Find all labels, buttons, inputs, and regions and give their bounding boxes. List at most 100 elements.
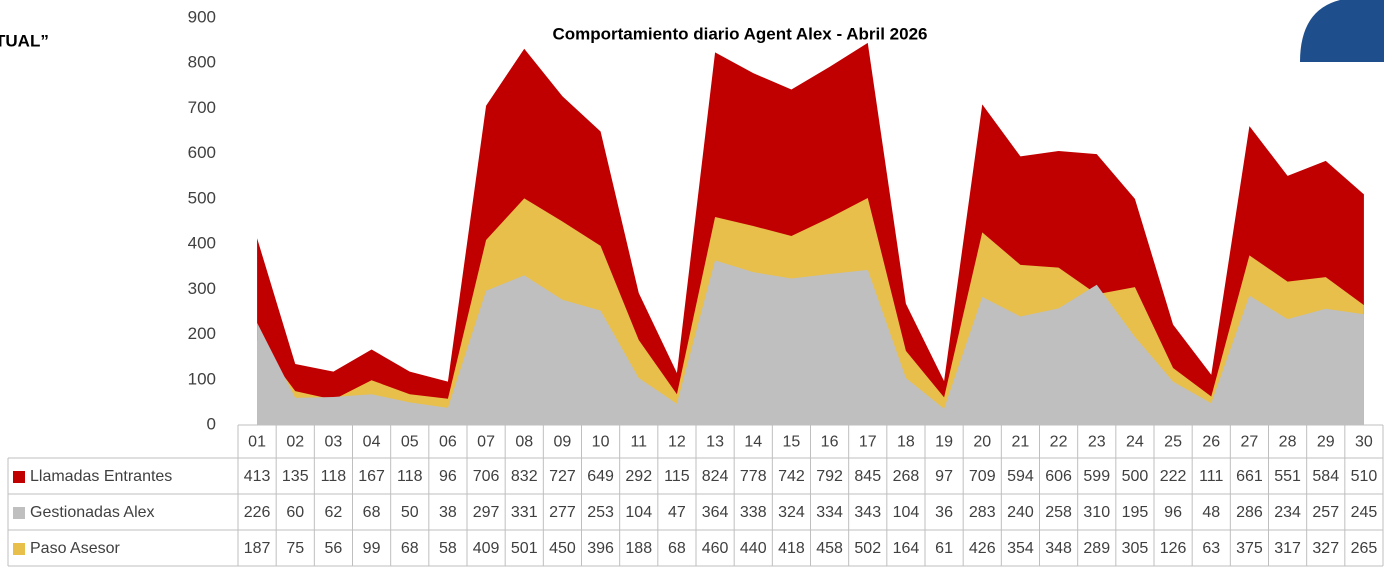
x-tick-label: 09 — [554, 434, 572, 451]
table-value: 706 — [473, 468, 500, 485]
table-value: 195 — [1122, 504, 1149, 521]
table-value: 187 — [244, 540, 271, 557]
table-value: 56 — [325, 540, 343, 557]
table-value: 234 — [1274, 504, 1301, 521]
table-value: 709 — [969, 468, 996, 485]
table-value: 599 — [1083, 468, 1110, 485]
table-value: 61 — [935, 540, 953, 557]
table-value: 742 — [778, 468, 805, 485]
legend-swatch — [13, 471, 25, 483]
table-value: 324 — [778, 504, 805, 521]
table-value: 268 — [893, 468, 920, 485]
y-tick-label: 400 — [188, 234, 216, 253]
table-value: 286 — [1236, 504, 1263, 521]
x-tick-label: 23 — [1088, 434, 1106, 451]
table-value: 99 — [363, 540, 381, 557]
x-tick-label: 01 — [248, 434, 266, 451]
legend-label: Paso Asesor — [30, 540, 121, 557]
table-value: 297 — [473, 504, 500, 521]
table-value: 450 — [549, 540, 576, 557]
table-value: 226 — [244, 504, 271, 521]
x-tick-label: 18 — [897, 434, 915, 451]
table-value: 118 — [321, 468, 347, 485]
table-value: 594 — [1007, 468, 1034, 485]
table-value: 48 — [1202, 504, 1220, 521]
table-value: 331 — [511, 504, 538, 521]
x-tick-label: 19 — [935, 434, 953, 451]
y-tick-label: 900 — [188, 7, 216, 26]
x-tick-label: 16 — [821, 434, 839, 451]
x-tick-label: 28 — [1279, 434, 1297, 451]
x-tick-label: 03 — [325, 434, 343, 451]
table-value: 305 — [1122, 540, 1149, 557]
table-value: 348 — [1045, 540, 1072, 557]
table-value: 245 — [1351, 504, 1378, 521]
x-tick-label: 17 — [859, 434, 877, 451]
table-value: 277 — [549, 504, 576, 521]
table-value: 283 — [969, 504, 996, 521]
table-value: 96 — [439, 468, 457, 485]
legend-swatch — [13, 543, 25, 555]
x-tick-label: 15 — [783, 434, 801, 451]
table-value: 292 — [625, 468, 652, 485]
table-value: 824 — [702, 468, 729, 485]
table-value: 265 — [1351, 540, 1378, 557]
x-tick-label: 22 — [1050, 434, 1068, 451]
chart-title: Comportamiento diario Agent Alex - Abril… — [552, 24, 927, 43]
x-tick-label: 04 — [363, 434, 381, 451]
x-tick-label: 08 — [515, 434, 533, 451]
x-tick-label: 26 — [1202, 434, 1220, 451]
table-value: 135 — [282, 468, 309, 485]
x-tick-label: 12 — [668, 434, 686, 451]
table-value: 68 — [668, 540, 686, 557]
table-value: 257 — [1312, 504, 1339, 521]
x-tick-label: 02 — [286, 434, 304, 451]
table-value: 222 — [1160, 468, 1187, 485]
y-tick-label: 0 — [207, 414, 216, 433]
table-value: 551 — [1274, 468, 1301, 485]
table-value: 253 — [587, 504, 614, 521]
table-value: 792 — [816, 468, 843, 485]
table-value: 75 — [286, 540, 304, 557]
table-value: 104 — [625, 504, 652, 521]
table-value: 649 — [587, 468, 614, 485]
x-tick-label: 11 — [630, 434, 647, 451]
x-tick-label: 27 — [1241, 434, 1259, 451]
y-tick-label: 300 — [188, 279, 216, 298]
legend-swatch — [13, 507, 25, 519]
table-value: 96 — [1164, 504, 1182, 521]
table-value: 500 — [1122, 468, 1149, 485]
table-value: 97 — [935, 468, 953, 485]
table-value: 661 — [1236, 468, 1263, 485]
x-tick-label: 10 — [592, 434, 610, 451]
table-value: 164 — [893, 540, 920, 557]
table-value: 68 — [401, 540, 419, 557]
table-value: 118 — [397, 468, 423, 485]
table-value: 375 — [1236, 540, 1263, 557]
table-value: 36 — [935, 504, 953, 521]
table-value: 310 — [1083, 504, 1110, 521]
table-value: 338 — [740, 504, 767, 521]
y-tick-label: 200 — [188, 324, 216, 343]
legend-label: Gestionadas Alex — [30, 504, 155, 521]
table-value: 111 — [1199, 468, 1223, 485]
x-tick-label: 20 — [973, 434, 991, 451]
x-tick-label: 29 — [1317, 434, 1335, 451]
table-value: 440 — [740, 540, 767, 557]
table-value: 63 — [1202, 540, 1220, 557]
table-value: 501 — [511, 540, 538, 557]
table-value: 188 — [625, 540, 652, 557]
table-value: 60 — [286, 504, 304, 521]
table-value: 778 — [740, 468, 767, 485]
table-value: 727 — [549, 468, 576, 485]
table-value: 334 — [816, 504, 843, 521]
x-tick-label: 13 — [706, 434, 724, 451]
table-value: 289 — [1083, 540, 1110, 557]
table-value: 460 — [702, 540, 729, 557]
table-value: 104 — [893, 504, 920, 521]
area — [257, 260, 1364, 425]
x-tick-label: 25 — [1164, 434, 1182, 451]
x-tick-label: 30 — [1355, 434, 1373, 451]
y-tick-label: 600 — [188, 143, 216, 162]
